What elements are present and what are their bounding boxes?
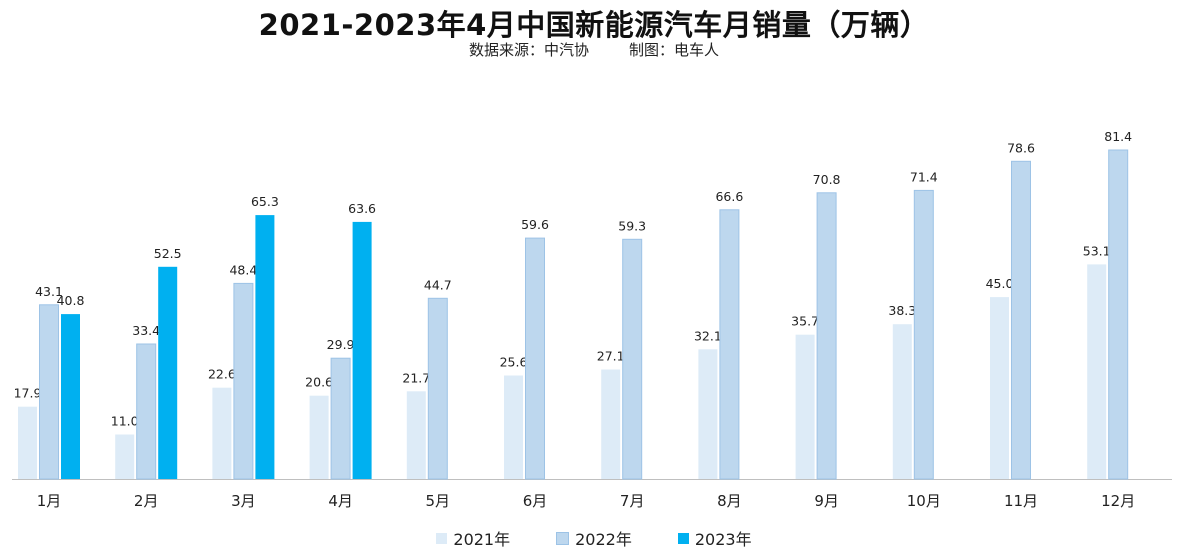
bar-2021-7 bbox=[601, 369, 621, 479]
legend-label-2021: 2021年 bbox=[453, 530, 511, 549]
bar-2022-2 bbox=[136, 343, 157, 480]
bar-2021-2 bbox=[115, 434, 135, 479]
data-label-2021-5: 21.7 bbox=[402, 370, 430, 385]
data-label-2022-11: 78.6 bbox=[1007, 140, 1035, 155]
legend-item-2023: 2023年 bbox=[677, 526, 752, 550]
data-label-2021-4: 20.6 bbox=[305, 375, 333, 390]
bar-2021-6 bbox=[504, 375, 523, 479]
bar-2022-10 bbox=[913, 189, 934, 480]
bar-2023-1 bbox=[61, 314, 80, 479]
data-source: 数据来源：中汽协 bbox=[468, 41, 589, 59]
data-label-2023-3: 65.3 bbox=[251, 194, 279, 209]
bar-2022-4 bbox=[330, 357, 351, 480]
data-label-2022-10: 71.4 bbox=[910, 169, 938, 184]
data-label-2022-3: 48.4 bbox=[229, 262, 257, 277]
x-tick-label-11: 11月 bbox=[1004, 492, 1038, 510]
bar-2022-3 bbox=[233, 282, 254, 480]
bar-2022-5 bbox=[427, 297, 448, 480]
bar-2022-12 bbox=[1108, 149, 1129, 480]
x-tick-label-5: 5月 bbox=[426, 492, 451, 510]
bar-2022-9 bbox=[816, 192, 837, 480]
bar-2023-4 bbox=[352, 221, 372, 479]
data-label-2021-9: 35.7 bbox=[791, 314, 819, 329]
x-tick-label-1: 1月 bbox=[37, 492, 62, 510]
legend-swatch-2022 bbox=[556, 531, 570, 545]
chart-subtitle: 数据来源：中汽协 制图：电车人 bbox=[0, 39, 1188, 60]
bar-2023-3 bbox=[255, 215, 275, 479]
data-label-2021-3: 22.6 bbox=[208, 367, 236, 382]
bar-2022-6 bbox=[525, 237, 545, 480]
bar-2022-11 bbox=[1011, 160, 1031, 480]
legend-item-2022: 2022年 bbox=[556, 526, 632, 550]
bar-2023-2 bbox=[158, 266, 178, 479]
bar-2022-7 bbox=[622, 238, 643, 480]
data-label-2021-1: 17.9 bbox=[14, 386, 42, 401]
legend-label-2022: 2022年 bbox=[575, 530, 632, 549]
data-label-2021-11: 45.0 bbox=[986, 276, 1014, 291]
bar-2021-10 bbox=[892, 324, 912, 479]
bar-2022-1 bbox=[39, 304, 59, 480]
data-label-2021-7: 27.1 bbox=[597, 349, 625, 364]
legend-swatch-2023 bbox=[677, 532, 689, 544]
data-label-2023-2: 52.5 bbox=[154, 246, 182, 261]
data-label-2022-7: 59.3 bbox=[618, 218, 646, 233]
bar-2021-11 bbox=[990, 297, 1009, 479]
data-label-2023-1: 40.8 bbox=[57, 293, 85, 308]
data-label-2022-1: 43.1 bbox=[35, 284, 63, 299]
x-tick-label-2: 2月 bbox=[134, 492, 159, 510]
x-tick-label-9: 9月 bbox=[814, 492, 839, 510]
bar-2021-1 bbox=[18, 406, 37, 479]
data-label-2022-4: 29.9 bbox=[327, 337, 355, 352]
x-tick-label-6: 6月 bbox=[523, 492, 548, 510]
bar-2021-12 bbox=[1087, 264, 1107, 479]
data-label-2021-12: 53.1 bbox=[1083, 243, 1111, 258]
x-tick-label-8: 8月 bbox=[717, 492, 742, 510]
data-label-2022-12: 81.4 bbox=[1104, 129, 1132, 144]
x-tick-label-10: 10月 bbox=[907, 492, 941, 510]
data-label-2021-10: 38.3 bbox=[888, 303, 916, 318]
bar-2021-8 bbox=[698, 349, 718, 479]
x-tick-label-3: 3月 bbox=[231, 492, 256, 510]
legend-swatch-2021 bbox=[436, 532, 448, 544]
data-label-2022-9: 70.8 bbox=[813, 172, 841, 187]
legend-label-2023: 2023年 bbox=[694, 530, 752, 549]
data-label-2022-5: 44.7 bbox=[424, 277, 452, 292]
legend: 2021年 2022年 2023年 bbox=[0, 526, 1188, 550]
bar-2021-9 bbox=[795, 334, 815, 479]
data-label-2021-2: 11.0 bbox=[111, 414, 139, 429]
data-label-2021-8: 32.1 bbox=[694, 328, 722, 343]
legend-item-2021: 2021年 bbox=[436, 526, 510, 550]
chart-title: 2021-2023年4月中国新能源汽车月销量（万辆） bbox=[258, 8, 930, 42]
bar-2021-4 bbox=[309, 395, 329, 479]
chart-maker: 制图：电车人 bbox=[629, 41, 720, 59]
data-label-2021-6: 25.6 bbox=[500, 355, 528, 370]
data-label-2022-6: 59.6 bbox=[521, 217, 549, 232]
data-label-2022-2: 33.4 bbox=[132, 323, 160, 338]
data-label-2023-4: 63.6 bbox=[348, 201, 376, 216]
x-tick-label-7: 7月 bbox=[620, 492, 645, 510]
bar-2022-8 bbox=[719, 209, 740, 480]
bar-2021-5 bbox=[406, 391, 426, 479]
data-label-2022-8: 66.6 bbox=[715, 189, 743, 204]
x-tick-label-4: 4月 bbox=[328, 492, 353, 510]
bar-2021-3 bbox=[212, 387, 232, 479]
x-tick-label-12: 12月 bbox=[1101, 492, 1135, 510]
